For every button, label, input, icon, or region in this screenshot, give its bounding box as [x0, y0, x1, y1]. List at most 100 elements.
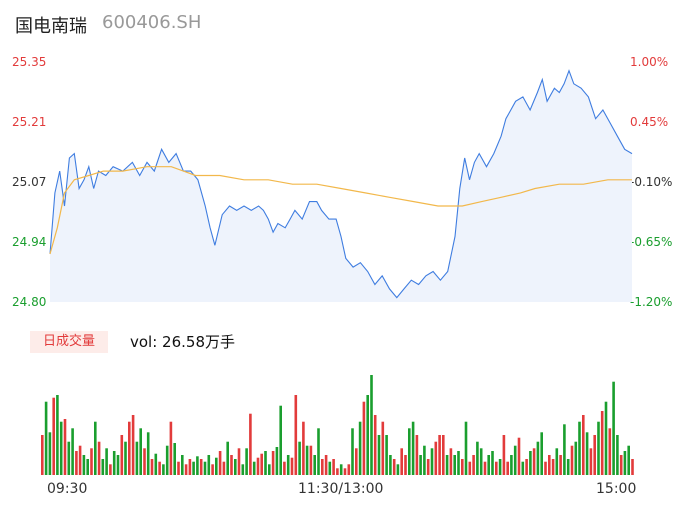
volume-bar [94, 421, 97, 475]
price-label-4: 24.94 [12, 235, 47, 249]
volume-bar [551, 459, 555, 475]
volume-bar [608, 428, 612, 475]
time-label-midday: 11:30/13:00 [298, 481, 384, 497]
volume-bar [230, 455, 233, 475]
volume-bar [215, 457, 218, 475]
volume-bar [445, 455, 449, 475]
volume-bar [506, 461, 509, 475]
volume-bar [252, 461, 256, 475]
volume-bar [513, 445, 517, 475]
volume-bar [249, 413, 252, 475]
volume-bar [604, 401, 608, 475]
volume-bar [563, 424, 566, 475]
pct-label-2: 0.45% [630, 115, 669, 129]
stock-code: 600406.SH [102, 12, 202, 33]
volume-bar [419, 455, 422, 475]
price-label-5: 24.80 [12, 295, 47, 309]
volume-bar [162, 464, 165, 475]
volume-bar [63, 419, 67, 475]
volume-bar [139, 428, 142, 475]
average-price-line [49, 166, 632, 255]
volume-bar [370, 375, 373, 475]
volume-badge: 日成交量 [30, 331, 108, 353]
volume-bar [616, 435, 619, 475]
volume-bar [362, 401, 366, 475]
pct-label-3: -0.10% [630, 175, 673, 189]
volume-bar [517, 437, 521, 475]
volume-bar [548, 455, 551, 475]
volume-bar [498, 459, 502, 475]
volume-bar [90, 448, 93, 475]
volume-bar [188, 459, 192, 475]
volume-bar [181, 455, 184, 475]
volume-readout: vol: 26.58万手 [130, 333, 235, 351]
volume-bar [589, 448, 593, 475]
volume-bar [449, 448, 453, 475]
volume-bar [234, 459, 237, 475]
volume-bar [143, 448, 146, 475]
volume-bar [476, 441, 479, 475]
volume-bar [495, 461, 498, 475]
volume-bar [237, 448, 241, 475]
volume-bar [275, 447, 279, 475]
volume-bar [150, 459, 154, 475]
volume-bar [464, 421, 468, 475]
volume-bar [283, 461, 286, 475]
volume-bar [570, 445, 574, 475]
volume-bar [82, 455, 86, 475]
volume-bar [203, 461, 207, 475]
volume-bar [461, 459, 464, 475]
volume-bar [298, 441, 301, 475]
volume-bar [339, 464, 343, 475]
volume-bar [373, 415, 377, 475]
volume-bar [502, 435, 506, 475]
volume-bar [52, 397, 55, 475]
volume-bar [59, 421, 63, 475]
volume-bar [124, 441, 127, 475]
volume-bar [408, 428, 411, 475]
volume-bar [173, 443, 176, 475]
volume-bar [271, 451, 275, 475]
volume-bar [585, 432, 589, 475]
volume-bar [48, 432, 52, 475]
volume-bar [389, 455, 392, 475]
volume-bar [559, 455, 562, 475]
volume-bar [472, 455, 475, 475]
volume-bar [623, 451, 627, 475]
volume-bar [328, 461, 332, 475]
volume-bar [366, 395, 369, 475]
volume-bar [109, 464, 112, 475]
volume-bar [97, 441, 101, 475]
volume-bar [199, 459, 203, 475]
volume-bar [411, 421, 415, 475]
price-label-3: 25.07 [12, 175, 47, 189]
volume-bar [627, 445, 630, 475]
volume-bar [75, 451, 78, 475]
volume-bar [566, 459, 570, 475]
volume-bar [146, 432, 150, 475]
volume-bar [78, 445, 82, 475]
volume-bar [135, 441, 139, 475]
volume-bar [347, 464, 351, 475]
volume-bar [536, 441, 540, 475]
volume-bar [177, 461, 180, 475]
volume-bar [377, 435, 381, 475]
volume-bar [86, 459, 89, 475]
volume-bar [540, 432, 543, 475]
volume-bar [532, 448, 536, 475]
volume-bar [351, 428, 354, 475]
volume-bar [510, 455, 513, 475]
volume-bar [313, 455, 316, 475]
volume-bar [457, 451, 460, 475]
volume-bar [468, 461, 472, 475]
volume-bar [71, 428, 74, 475]
volume-bar [165, 445, 169, 475]
volume-bar [487, 455, 490, 475]
volume-bar [525, 459, 528, 475]
volume-bar [112, 451, 116, 475]
volume-bar [597, 421, 600, 475]
volume-bar [396, 464, 400, 475]
time-label-close: 15:00 [596, 481, 637, 497]
volume-bar [120, 435, 124, 475]
volume-bar [612, 381, 615, 475]
